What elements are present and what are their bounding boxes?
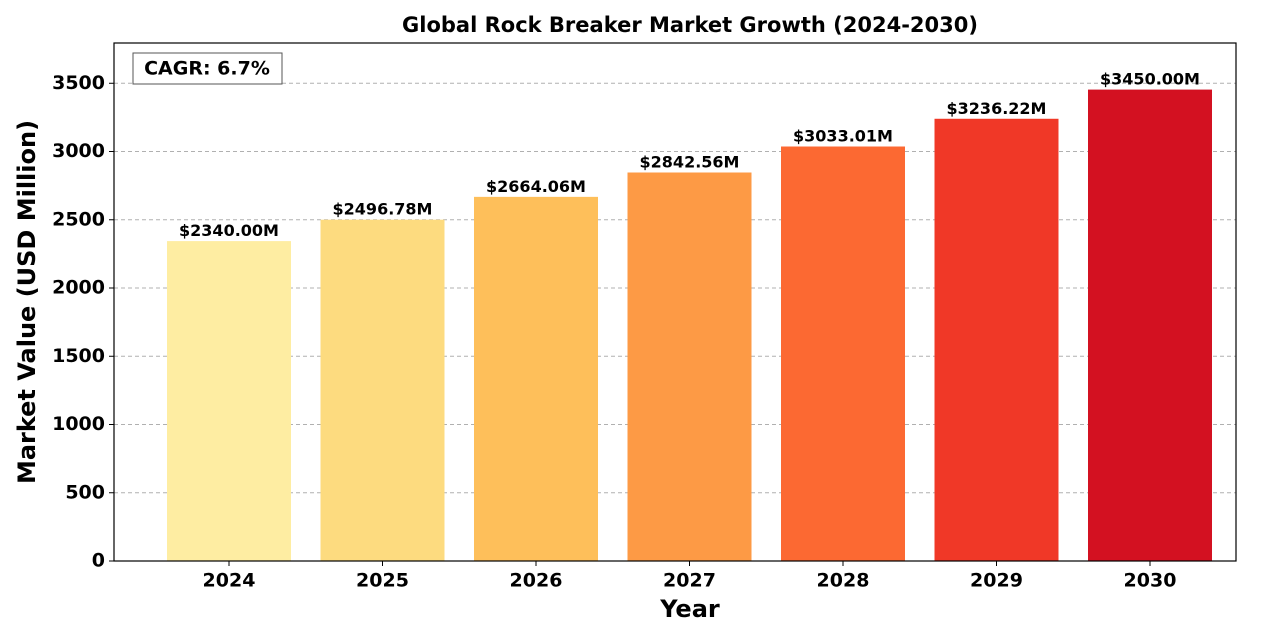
y-tick-label: 0	[92, 550, 105, 572]
y-tick-label: 1500	[52, 345, 105, 367]
bar	[167, 241, 291, 562]
x-axis-label: Year	[659, 595, 720, 623]
plot-frame	[113, 42, 1237, 562]
value-label: $2664.06M	[486, 177, 586, 196]
y-tick-label: 3000	[52, 140, 105, 162]
x-tick-label: 2027	[663, 570, 716, 592]
x-tick-label: 2029	[970, 570, 1023, 592]
x-tick-label: 2028	[817, 570, 870, 592]
bar	[474, 196, 598, 562]
bar	[934, 118, 1059, 562]
annotation-box	[132, 52, 283, 85]
chart-title: Global Rock Breaker Market Growth (2024-…	[402, 13, 978, 37]
x-tick-label: 2025	[356, 570, 409, 592]
value-label: $2496.78M	[333, 200, 433, 219]
y-tick-label: 500	[65, 481, 105, 503]
bar	[781, 146, 905, 562]
x-tick-label: 2024	[203, 570, 256, 592]
value-label: $3236.22M	[947, 99, 1047, 118]
y-tick-label: 3500	[52, 72, 105, 94]
bar	[627, 172, 752, 562]
y-tick-label: 2500	[52, 208, 105, 230]
y-tick-label: 1000	[52, 413, 105, 435]
x-tick-label: 2030	[1124, 570, 1177, 592]
annotation: CAGR: 6.7%	[144, 58, 270, 80]
y-tick-label: 2000	[52, 277, 105, 299]
value-label: $3450.00M	[1100, 70, 1200, 89]
value-label: $2340.00M	[179, 221, 279, 240]
bar	[1088, 89, 1212, 562]
y-axis-label: Market Value (USD Million)	[13, 120, 41, 484]
value-label: $3033.01M	[793, 127, 893, 146]
value-label: $2842.56M	[640, 153, 740, 172]
x-tick-label: 2026	[510, 570, 563, 592]
bar	[320, 219, 445, 562]
